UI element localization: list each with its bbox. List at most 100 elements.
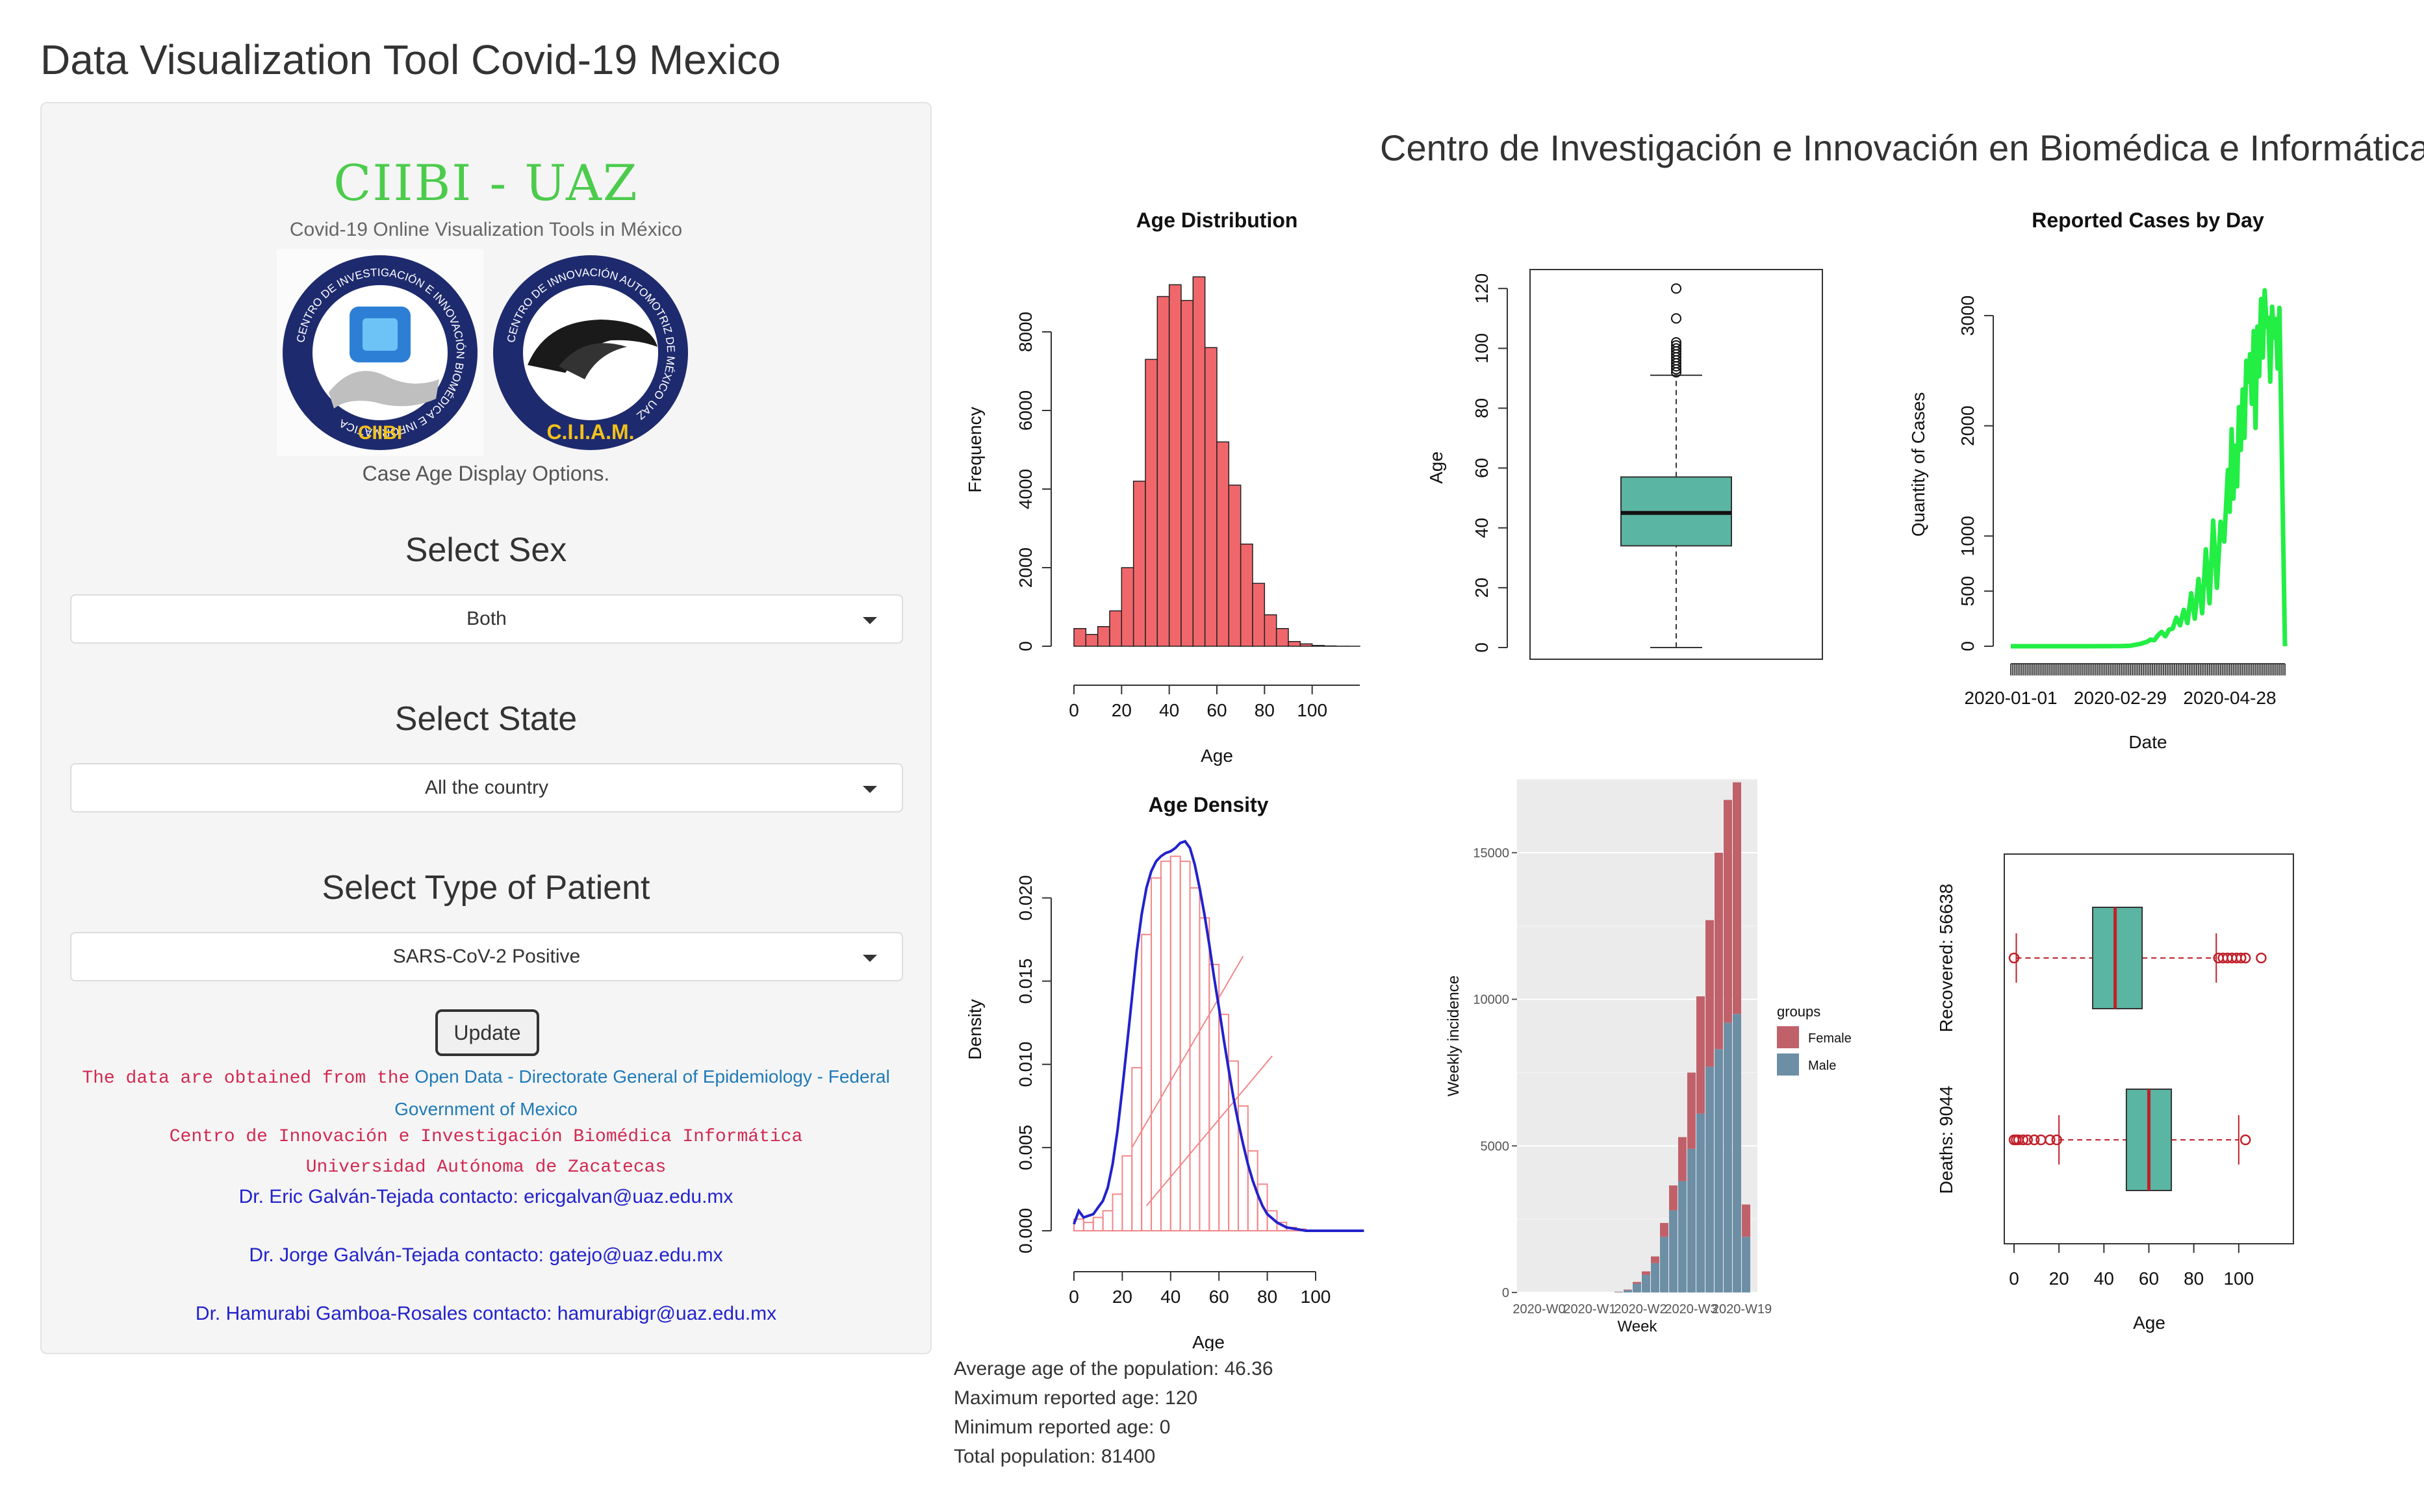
- bar-male: [1696, 1113, 1705, 1292]
- histogram-bar: [1073, 628, 1087, 647]
- stat-average: Average age of the population: 46.36: [954, 1358, 1273, 1380]
- y-tick-label: 0: [1502, 1286, 1509, 1300]
- density-histogram-bar: [1131, 1066, 1143, 1231]
- histogram-bar: [1156, 296, 1170, 647]
- histogram-bar: [1145, 359, 1158, 647]
- bar-female: [1742, 1204, 1750, 1237]
- x-tick-label: 100: [2223, 1268, 2254, 1289]
- x-tick-label: 2020-W2: [1614, 1302, 1666, 1317]
- bar-male: [1742, 1237, 1750, 1292]
- histogram-bar: [1121, 567, 1134, 647]
- outlier-point: [2051, 1134, 2062, 1146]
- chart-title: Age Distribution: [1136, 208, 1298, 232]
- age-density-chart: Age Density 0 20 40 60 80 100 Age 0.000 0.005 0.01…: [965, 793, 1364, 1351]
- outlier-point: [2035, 1134, 2047, 1146]
- y-tick-label: 2000: [1958, 405, 1978, 446]
- bar-female: [1633, 1281, 1641, 1284]
- density-histogram-bar: [1092, 1216, 1104, 1231]
- bar-female: [1733, 782, 1741, 1014]
- patient-type-select[interactable]: SARS-CoV-2 Positive: [70, 932, 903, 981]
- y-axis-title: Density: [965, 999, 985, 1059]
- bar-female: [1687, 1072, 1696, 1149]
- center-line: Centro de Innovación e Investigación Bio…: [169, 1127, 803, 1147]
- bar-male: [1633, 1283, 1641, 1292]
- outlier-point: [2045, 1134, 2056, 1146]
- density-histogram-bar: [1179, 861, 1191, 1231]
- x-tick-label: 40: [2094, 1268, 2114, 1289]
- data-source-prefix: The data are obtained from the: [82, 1068, 410, 1089]
- sidebar-panel: CIIBI - UAZ Covid-19 Online Visualizatio…: [40, 102, 932, 1354]
- density-histogram-bar: [1121, 1155, 1133, 1231]
- logo-row: CENTRO DE INVESTIGACIÓN E INNOVACIÓN BIO…: [277, 249, 699, 456]
- y-tick-label: 40: [1472, 518, 1492, 538]
- y-tick-label: 20: [1472, 577, 1492, 598]
- main-heading: Centro de Investigación e Innovación en …: [1380, 127, 2424, 168]
- histogram-bar: [1288, 640, 1301, 647]
- density-histogram-bar: [1189, 887, 1201, 1231]
- histogram-bar: [1180, 299, 1194, 647]
- x-tick-label: 2020-W19: [1712, 1302, 1772, 1317]
- bar-male: [1624, 1290, 1632, 1292]
- x-axis-title: Age: [1192, 1332, 1225, 1351]
- histogram-bar: [1109, 610, 1123, 647]
- chart-title: Reported Cases by Day: [2032, 208, 2264, 232]
- group-label: Recovered: 56638: [1936, 884, 1956, 1033]
- y-tick-label: 80: [1472, 398, 1492, 418]
- outlier-point: [1671, 343, 1681, 354]
- density-histogram-bar: [1160, 861, 1171, 1231]
- y-tick-label: 10000: [1473, 993, 1509, 1007]
- bar-male: [1669, 1210, 1678, 1292]
- density-histogram-bar: [1112, 1193, 1123, 1231]
- density-histogram-bar: [1199, 917, 1210, 1231]
- y-axis-title: Frequency: [965, 407, 985, 492]
- outlier-point: [1671, 283, 1681, 294]
- open-data-link[interactable]: Open Data - Directorate General of Epide…: [394, 1066, 890, 1119]
- ciiam-logo-label: C.I.I.A.M.: [546, 420, 634, 444]
- y-tick-label: 0: [1472, 642, 1492, 653]
- bar-male: [1687, 1148, 1696, 1292]
- cases-by-day-chart: Reported Cases by Day 2020-01-01 2020-02-2…: [1908, 208, 2288, 752]
- population-stats: Average age of the population: 46.36 Max…: [954, 1354, 1273, 1471]
- select-sex-label: Select Sex: [405, 531, 567, 569]
- y-tick-label: 0.015: [1015, 959, 1036, 1004]
- x-tick-label: 2020-W1: [1563, 1302, 1616, 1317]
- select-patient-label: Select Type of Patient: [322, 869, 650, 907]
- x-tick-label: 40: [1160, 1287, 1180, 1307]
- bar-female: [1696, 996, 1705, 1114]
- density-histogram-bar: [1082, 1222, 1094, 1231]
- y-tick-label: 500: [1958, 576, 1978, 607]
- outlier-point: [2022, 1134, 2033, 1146]
- chevron-down-icon: [863, 786, 877, 793]
- sex-select-value: Both: [466, 608, 507, 629]
- iqr-box: [2092, 907, 2143, 1009]
- y-tick-label: 0: [1958, 641, 1978, 651]
- chip-core-icon: [363, 318, 398, 351]
- x-axis-title: Week: [1618, 1318, 1658, 1335]
- chart-title: Age Density: [1149, 793, 1269, 816]
- x-tick-label: 100: [1301, 1287, 1331, 1307]
- contact-eric: Dr. Eric Galván-Tejada contacto: ericgal…: [238, 1186, 734, 1207]
- histogram-bar: [1216, 441, 1230, 647]
- x-tick-label: 20: [2049, 1268, 2069, 1289]
- update-button[interactable]: Update: [435, 1009, 539, 1056]
- bar-male: [1733, 1014, 1741, 1292]
- sex-select[interactable]: Both: [70, 594, 903, 644]
- display-options-caption: Case Age Display Options.: [362, 462, 610, 485]
- x-axis-title: Date: [2128, 732, 2167, 752]
- bar-male: [1678, 1181, 1687, 1292]
- y-tick-label: 0: [1015, 641, 1036, 651]
- legend-title: groups: [1777, 1003, 1820, 1020]
- y-tick-label: 120: [1472, 273, 1492, 304]
- x-tick-label: 2020-02-29: [2074, 688, 2167, 708]
- y-axis-title: Quantity of Cases: [1908, 392, 1928, 537]
- outlier-point: [2239, 1134, 2251, 1146]
- bar-female: [1624, 1289, 1632, 1291]
- histogram-bar: [1240, 543, 1253, 647]
- state-select[interactable]: All the country: [70, 763, 903, 813]
- y-tick-label: 4000: [1015, 469, 1036, 509]
- outlier-point: [1671, 337, 1681, 348]
- y-tick-label: 60: [1472, 458, 1492, 478]
- histogram-bar: [1168, 284, 1182, 647]
- x-tick-label: 2020-04-28: [2183, 688, 2276, 708]
- brand-title: CIIBI - UAZ: [333, 154, 639, 212]
